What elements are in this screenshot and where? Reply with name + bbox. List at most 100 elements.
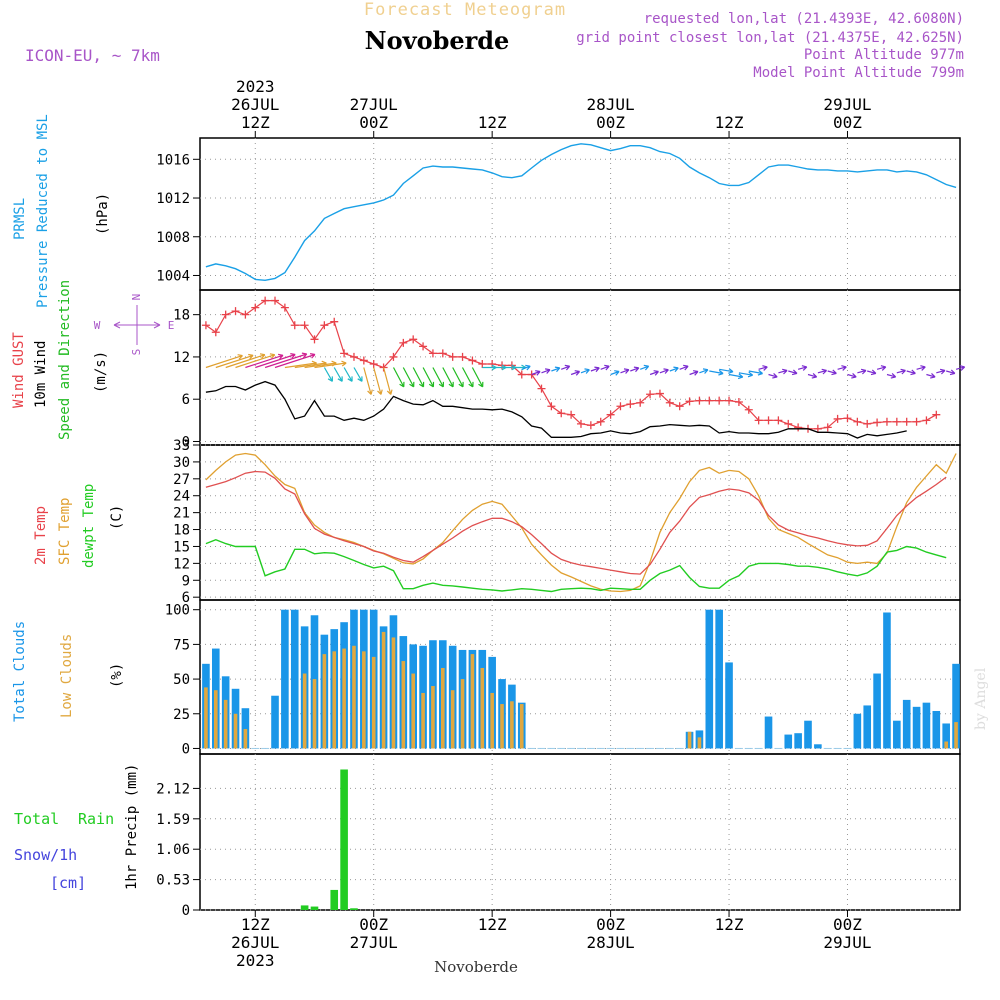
total-cloud-bar xyxy=(705,609,714,749)
point-altitude: Point Altitude 977m xyxy=(804,47,964,63)
y-tick-label: 1004 xyxy=(156,268,190,284)
y-tick-label: 0 xyxy=(182,434,190,450)
gust-marker xyxy=(369,359,378,368)
wind-arrow-icon xyxy=(916,365,926,371)
wind-10m-line xyxy=(205,380,907,439)
pressure-label-unit: (hPa) xyxy=(95,193,111,235)
low-cloud-bar xyxy=(450,690,455,749)
gust-marker xyxy=(932,410,941,419)
y-tick-label: 33 xyxy=(173,438,190,454)
panel-frame-4 xyxy=(199,753,961,911)
gust-marker xyxy=(813,424,822,433)
wind-arrow-icon xyxy=(837,365,847,371)
low-cloud-bar xyxy=(401,661,406,749)
gust-marker xyxy=(892,417,901,426)
gust-marker xyxy=(537,384,546,393)
low-cloud-bar xyxy=(233,713,238,749)
gust-marker xyxy=(853,417,862,426)
gust-marker xyxy=(468,356,477,365)
y-tick-label: 1.06 xyxy=(156,842,190,858)
compass-south: S xyxy=(130,349,143,356)
wind-arrow-icon xyxy=(748,369,763,376)
total-cloud-bar xyxy=(281,609,289,749)
gust-marker xyxy=(636,398,645,407)
low-cloud-bar xyxy=(243,729,248,749)
y-tick-label: 15 xyxy=(173,539,190,555)
wind-label-dir: Speed and Direction xyxy=(57,280,73,440)
footer-location: Novoberde xyxy=(434,958,518,976)
x-tick-label-top: 26JUL xyxy=(231,95,279,114)
compass-west: W xyxy=(94,319,101,332)
panel-frame-2 xyxy=(199,444,961,601)
y-tick-label: 1.59 xyxy=(156,812,190,828)
total-cloud-bar xyxy=(241,708,250,749)
x-tick-label-bottom: 28JUL xyxy=(587,933,635,952)
gust-marker xyxy=(478,359,487,368)
low-cloud-bar xyxy=(312,679,317,749)
wind-arrow-icon xyxy=(343,367,353,382)
model-altitude: Model Point Altitude 799m xyxy=(753,65,964,81)
wind-arrow-icon xyxy=(215,353,254,369)
y-tick-label: 100 xyxy=(165,603,190,619)
wind-arrow-icon xyxy=(551,366,561,373)
precip-label-rain: Rain xyxy=(78,810,114,828)
x-tick-label-top: 00Z xyxy=(596,113,625,132)
super-title: Forecast Meteogram xyxy=(364,0,566,20)
y-tick-label: 2.12 xyxy=(156,781,190,797)
rain-bar xyxy=(330,889,339,910)
gust-marker xyxy=(626,400,635,409)
y-tick-label: 0 xyxy=(182,741,190,757)
wind-arrow-icon xyxy=(728,373,744,380)
compass-rose: N E S W xyxy=(94,294,175,356)
low-cloud-bar xyxy=(411,673,415,749)
gust-marker xyxy=(744,405,753,414)
clouds-label-unit: (%) xyxy=(109,663,125,688)
wind-arrow-icon xyxy=(245,353,284,369)
x-tick-label-top: 27JUL xyxy=(350,95,398,114)
gust-marker xyxy=(655,389,664,398)
wind-label-gust: Wind GUST xyxy=(11,332,27,408)
total-cloud-bar xyxy=(853,713,862,749)
requested-coords: requested lon,lat (21.4393E, 42.6080N) xyxy=(644,11,964,27)
gust-marker xyxy=(784,419,793,428)
wind-arrow-icon xyxy=(363,367,373,395)
low-cloud-bar xyxy=(480,667,485,749)
wind-arrow-icon xyxy=(817,368,828,375)
wind-arrow-icon xyxy=(541,368,551,374)
gust-marker xyxy=(231,307,240,316)
pressure-label-name: Pressure Reduced to MSL xyxy=(35,114,51,308)
gust-marker xyxy=(754,416,763,425)
wind-arrow-icon xyxy=(590,366,600,373)
precip-label-snow: Snow/1h xyxy=(14,846,77,864)
wind-arrow-icon xyxy=(461,367,474,388)
wind-arrow-icon xyxy=(847,372,857,379)
x-tick-label-bottom: 00Z xyxy=(359,915,388,934)
pressure-label-prmsl: PRMSL xyxy=(12,198,28,240)
low-cloud-bar xyxy=(441,667,445,749)
gust-marker xyxy=(547,402,556,411)
wind-arrow-icon xyxy=(531,370,541,376)
wind-arrow-icon xyxy=(709,369,724,376)
gust-marker xyxy=(399,338,408,347)
low-cloud-bar xyxy=(954,722,958,749)
x-tick-label-bottom: 12Z xyxy=(478,915,507,934)
temp-2m-line xyxy=(205,470,947,575)
x-tick-label-bottom: 2023 xyxy=(236,951,275,970)
low-cloud-bar xyxy=(371,656,376,749)
low-cloud-bar xyxy=(322,654,327,749)
temp-label-2m: 2m Temp xyxy=(33,506,49,565)
precip-label-total: Total xyxy=(14,810,59,828)
gust-marker xyxy=(517,370,526,379)
total-cloud-bar xyxy=(863,705,872,749)
total-cloud-bar xyxy=(912,706,921,749)
wind-arrow-icon xyxy=(580,368,590,374)
gust-marker xyxy=(833,414,842,423)
wind-arrow-icon xyxy=(906,369,916,376)
low-cloud-bar xyxy=(352,645,356,749)
total-cloud-bar xyxy=(804,720,812,749)
wind-arrow-icon xyxy=(235,353,276,369)
gust-marker xyxy=(310,335,319,344)
gust-marker xyxy=(774,416,783,425)
wind-arrow-icon xyxy=(422,367,435,388)
